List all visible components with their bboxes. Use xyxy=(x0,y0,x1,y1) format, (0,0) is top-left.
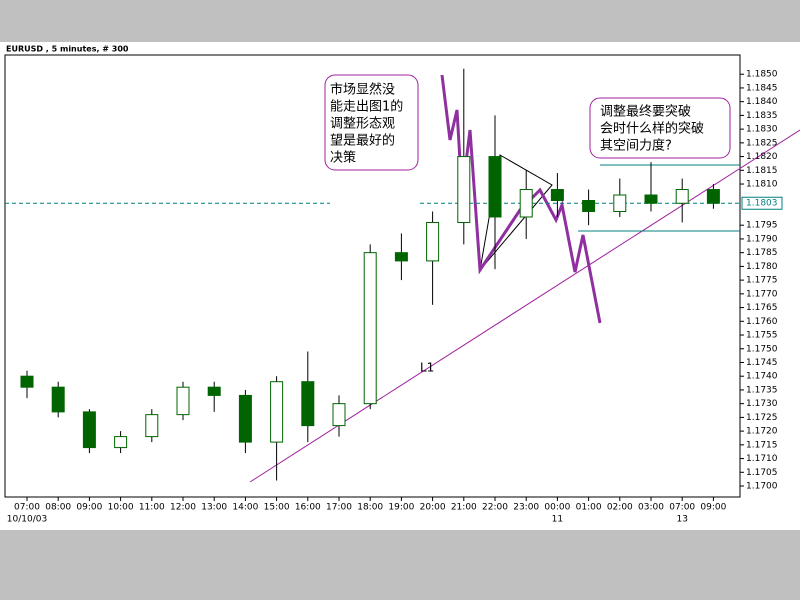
x-tick-label: 12:00 xyxy=(170,503,196,513)
chart-title: EURUSD , 5 minutes, # 300 xyxy=(6,45,129,54)
y-tick-label: 1.1815 xyxy=(746,166,778,176)
x-tick-label: 20:00 xyxy=(420,503,446,513)
candle-body xyxy=(519,189,533,218)
candle-body xyxy=(145,414,159,438)
y-tick-label: 1.1840 xyxy=(746,97,778,107)
x-tick-label: 21:00 xyxy=(451,503,477,513)
candle-body xyxy=(114,436,128,449)
y-tick-label: 1.1705 xyxy=(746,468,778,478)
y-tick-label: 1.1740 xyxy=(746,372,778,382)
y-tick-label: 1.1780 xyxy=(746,262,778,272)
candle-body xyxy=(488,156,502,218)
y-tick-label: 1.1785 xyxy=(746,248,778,258)
candle-body xyxy=(426,221,440,262)
x-tick-label: 17:00 xyxy=(326,503,352,513)
candle-body xyxy=(363,252,377,405)
y-tick-label: 1.1775 xyxy=(746,276,778,286)
y-tick-label: 1.1745 xyxy=(746,358,778,368)
x-tick-label: 16:00 xyxy=(295,503,321,513)
annotation-text: 决策 xyxy=(330,150,356,166)
x-tick-label: 00:00 xyxy=(544,503,570,513)
x-tick-label: 09:00 xyxy=(76,503,102,513)
annotation-text: 调整形态观 xyxy=(330,117,395,132)
current-price-label: 1.1803 xyxy=(746,199,778,209)
date-label: 13 xyxy=(676,515,687,525)
candle-body xyxy=(394,252,408,262)
projection-path xyxy=(440,74,602,324)
y-tick-label: 1.1755 xyxy=(746,331,778,341)
candle-body xyxy=(332,403,346,427)
candle-body xyxy=(550,189,564,202)
x-tick-label: 09:00 xyxy=(700,503,726,513)
plot-border xyxy=(4,54,741,498)
y-tick-label: 1.1810 xyxy=(746,180,778,190)
y-tick-label: 1.1700 xyxy=(746,482,778,492)
candle-body xyxy=(176,386,190,416)
x-tick-label: 22:00 xyxy=(482,503,508,513)
x-tick-label: 18:00 xyxy=(357,503,383,513)
date-label: 11 xyxy=(552,515,563,525)
y-tick-label: 1.1735 xyxy=(746,385,778,395)
y-tick-label: 1.1765 xyxy=(746,303,778,313)
candle-body xyxy=(301,381,315,427)
y-tick-label: 1.1850 xyxy=(746,70,778,80)
x-tick-label: 11:00 xyxy=(139,503,165,513)
candle-body xyxy=(51,386,65,413)
x-tick-label: 08:00 xyxy=(45,503,71,513)
y-tick-label: 1.1845 xyxy=(746,83,778,93)
y-tick-label: 1.1825 xyxy=(746,138,778,148)
annotation-text: 能走出图1的 xyxy=(330,99,403,115)
y-tick-label: 1.1710 xyxy=(746,454,778,464)
candle-body xyxy=(238,394,252,443)
x-tick-label: 14:00 xyxy=(232,503,258,513)
x-tick-label: 15:00 xyxy=(264,503,290,513)
annotation-text: 市场显然没 xyxy=(330,82,395,98)
x-tick-label: 07:00 xyxy=(669,503,695,513)
candle-body xyxy=(644,194,658,204)
y-tick-label: 1.1830 xyxy=(746,125,778,135)
candle-body xyxy=(457,156,471,223)
annotation-text: 望是最好的 xyxy=(330,133,395,149)
candle-body xyxy=(613,194,627,212)
x-tick-label: 02:00 xyxy=(607,503,633,513)
annotation-box xyxy=(324,74,419,171)
candle-body xyxy=(207,386,221,396)
annotation-text: 其空间力度? xyxy=(600,138,672,154)
trendline-label: L1 xyxy=(420,361,434,375)
y-tick-label: 1.1750 xyxy=(746,344,778,354)
y-tick-label: 1.1760 xyxy=(746,317,778,327)
y-tick-label: 1.1790 xyxy=(746,234,778,244)
y-tick-label: 1.1715 xyxy=(746,440,778,450)
y-tick-label: 1.1720 xyxy=(746,427,778,437)
x-tick-label: 19:00 xyxy=(388,503,414,513)
y-tick-label: 1.1820 xyxy=(746,152,778,162)
y-tick-label: 1.1770 xyxy=(746,289,778,299)
candle-body xyxy=(20,375,34,388)
candle-body xyxy=(82,411,96,449)
x-tick-label: 01:00 xyxy=(576,503,602,513)
x-tick-label: 13:00 xyxy=(201,503,227,513)
x-tick-label: 23:00 xyxy=(513,503,539,513)
candle-body xyxy=(706,189,720,204)
x-tick-label: 10:00 xyxy=(108,503,134,513)
x-tick-label: 03:00 xyxy=(638,503,664,513)
date-label: 10/10/03 xyxy=(7,515,47,525)
y-tick-label: 1.1725 xyxy=(746,413,778,423)
annotation-box xyxy=(589,97,731,159)
x-tick-label: 07:00 xyxy=(14,503,40,513)
annotation-text: 会时什么样的突破 xyxy=(600,121,704,137)
candle-body xyxy=(270,381,284,443)
candle-body xyxy=(675,189,689,204)
y-tick-label: 1.1730 xyxy=(746,399,778,409)
current-price-box xyxy=(741,196,783,210)
y-tick-label: 1.1795 xyxy=(746,221,778,231)
annotation-text: 调整最终要突破 xyxy=(600,104,691,120)
candle-body xyxy=(582,200,596,212)
y-tick-label: 1.1835 xyxy=(746,111,778,121)
